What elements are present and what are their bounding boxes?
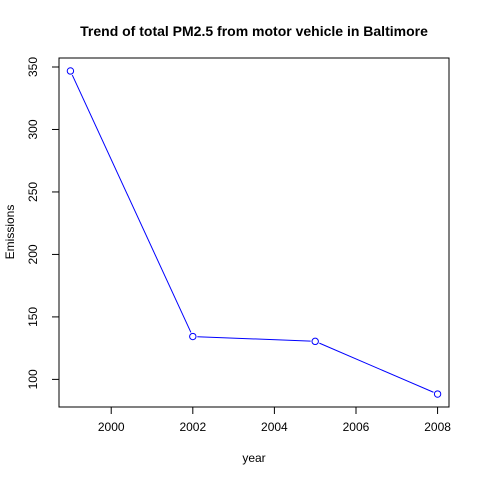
x-axis: 2000 2002 2004 2006 2008	[98, 406, 451, 434]
data-point	[311, 337, 319, 346]
x-tick-label: 2006	[343, 420, 370, 434]
series-line-segment	[319, 342, 434, 393]
y-tick-label: 150	[26, 307, 40, 327]
data-point	[66, 67, 75, 75]
y-axis-label: Emissions	[3, 205, 17, 260]
series-layer	[66, 67, 442, 398]
data-point	[433, 390, 442, 398]
chart-title: Trend of total PM2.5 from motor vehicle …	[80, 23, 428, 39]
y-tick-label: 100	[26, 369, 40, 389]
x-tick-label: 2000	[98, 420, 125, 434]
y-tick-label: 350	[26, 57, 40, 77]
series-line-segment	[71, 74, 192, 333]
x-tick-label: 2004	[261, 420, 288, 434]
series-line-segment	[197, 336, 311, 342]
data-point	[189, 332, 197, 341]
y-tick-label: 300	[26, 119, 40, 139]
x-tick-label: 2008	[424, 420, 451, 434]
x-axis-label: year	[242, 451, 265, 465]
y-tick-label: 200	[26, 244, 40, 264]
y-tick-label: 250	[26, 182, 40, 202]
y-axis: 100 150 200 250 300 350	[26, 57, 60, 389]
x-tick-label: 2002	[179, 420, 206, 434]
